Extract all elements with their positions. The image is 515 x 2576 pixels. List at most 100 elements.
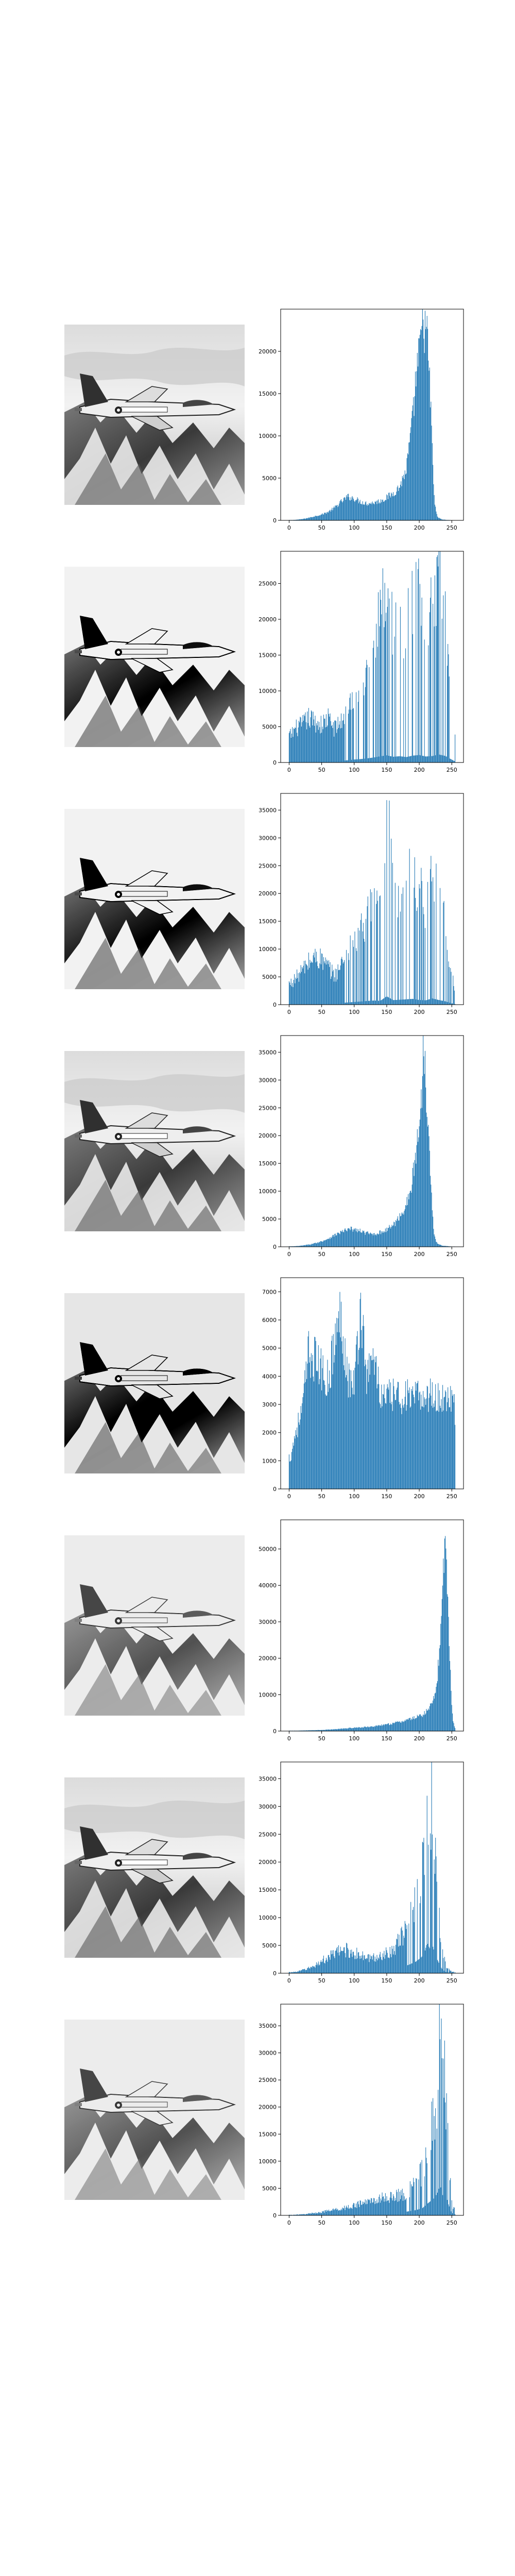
histogram-bar	[442, 1949, 443, 1973]
y-tick-label: 5000	[262, 1942, 277, 1949]
histogram-bar	[407, 1205, 408, 1247]
histogram-bar	[371, 504, 372, 520]
histogram-bars-7	[288, 1762, 456, 1974]
y-tick-label: 25000	[259, 581, 277, 587]
histogram-bar	[371, 892, 372, 1005]
y-tick-label: 6000	[262, 1317, 277, 1324]
histogram-bar	[415, 1718, 416, 1731]
histogram-bar	[311, 517, 312, 520]
histogram-bar	[331, 1238, 332, 1247]
histogram-bar	[376, 757, 377, 762]
histogram-bar	[350, 1397, 351, 1489]
histogram-bar	[425, 1404, 426, 1489]
histogram-bar	[375, 1362, 376, 1489]
histogram-bar	[302, 968, 303, 1005]
histogram-bar	[408, 999, 409, 1005]
histogram-bar	[336, 969, 337, 1005]
histogram-bar	[318, 1961, 319, 1973]
histogram-bar	[302, 1245, 303, 1247]
histogram-bar	[319, 1242, 320, 1247]
histogram-bar	[397, 756, 398, 762]
histogram-bar	[441, 1968, 442, 1973]
histogram-bar	[336, 733, 337, 762]
histogram-bar	[294, 1972, 295, 1973]
histogram-bar	[338, 970, 339, 1005]
histogram-bar	[377, 2202, 379, 2215]
histogram-bar	[400, 606, 401, 762]
histogram-bar	[341, 1728, 342, 1731]
histogram-bar	[435, 2108, 436, 2215]
histogram-bar	[325, 2211, 327, 2215]
y-tick-label: 25000	[259, 862, 277, 869]
histogram-bar	[371, 1360, 372, 1489]
histogram-bar	[373, 2198, 374, 2215]
histogram-bar	[420, 1896, 421, 1973]
histogram-bar	[394, 1955, 396, 1973]
histogram-bar	[316, 723, 317, 762]
histogram-bar	[373, 503, 374, 520]
histogram-bar	[339, 1292, 340, 1489]
axes-frame	[280, 551, 464, 763]
histogram-bar	[398, 2189, 399, 2215]
histogram-bar	[402, 756, 403, 762]
histogram-bar	[303, 1393, 304, 1489]
histogram-bar	[303, 2214, 304, 2215]
histogram-bar	[296, 1972, 297, 1973]
histogram-bar	[379, 1725, 380, 1731]
histogram-bar	[385, 1228, 386, 1247]
histogram-bar	[346, 1230, 347, 1247]
histogram-bar	[325, 514, 327, 520]
histogram-bar	[344, 1947, 345, 1973]
jet-image-6	[64, 1535, 245, 1716]
histogram-bar	[344, 1728, 345, 1731]
histogram-bar	[296, 978, 297, 1005]
histogram-bar	[438, 551, 439, 762]
histogram-bar	[334, 1729, 335, 1731]
x-tick-label: 0	[287, 1493, 291, 1500]
histogram-bar	[334, 720, 335, 762]
histogram-bar	[348, 1228, 349, 1247]
histogram-bar	[432, 998, 433, 1005]
histogram-bar	[424, 639, 425, 762]
histogram-bar	[393, 1222, 394, 1247]
histogram-bar	[325, 1960, 326, 1973]
histogram-bar	[392, 654, 393, 762]
histogram-bar	[422, 2208, 423, 2215]
y-tick-label: 5000	[262, 475, 277, 482]
histogram-bar	[303, 1245, 304, 1247]
histogram-bar	[390, 2192, 391, 2215]
histogram-bar	[363, 923, 364, 1005]
x-tick-label: 100	[349, 1735, 359, 1742]
histogram-bar	[301, 1245, 302, 1247]
histogram-bar	[331, 510, 332, 520]
histogram-bar	[385, 500, 386, 520]
histogram-bar	[357, 1002, 358, 1005]
histogram-bar	[366, 659, 367, 762]
histogram-bar	[448, 961, 449, 1005]
histogram-bar	[415, 1961, 416, 1973]
x-tick-label: 100	[349, 2219, 359, 2226]
histogram-bar	[320, 515, 321, 520]
histogram-bar	[385, 1403, 386, 1489]
histogram-bar	[361, 759, 362, 762]
histogram-bar	[419, 338, 420, 520]
histogram-bar	[339, 721, 340, 762]
histogram-bar	[444, 1397, 445, 1489]
histogram-bar	[424, 2176, 425, 2215]
histogram-bar	[427, 1943, 428, 1973]
histogram-bar	[398, 490, 399, 520]
histogram-bar	[301, 726, 302, 762]
histogram-bar	[327, 1360, 328, 1489]
histogram-bar	[375, 502, 376, 520]
histogram-bar	[409, 2197, 410, 2215]
x-tick-label: 250	[447, 1735, 457, 1742]
histogram-bar	[329, 1370, 330, 1489]
histogram-bar	[403, 2193, 404, 2215]
image-panel-8	[64, 2020, 245, 2200]
histogram-bar	[354, 1367, 355, 1489]
histogram-bar	[297, 519, 298, 520]
histogram-bar	[390, 998, 391, 1005]
histogram-bar	[363, 682, 364, 762]
histogram-bar	[449, 1646, 450, 1731]
image-panel-5	[64, 1293, 245, 1473]
